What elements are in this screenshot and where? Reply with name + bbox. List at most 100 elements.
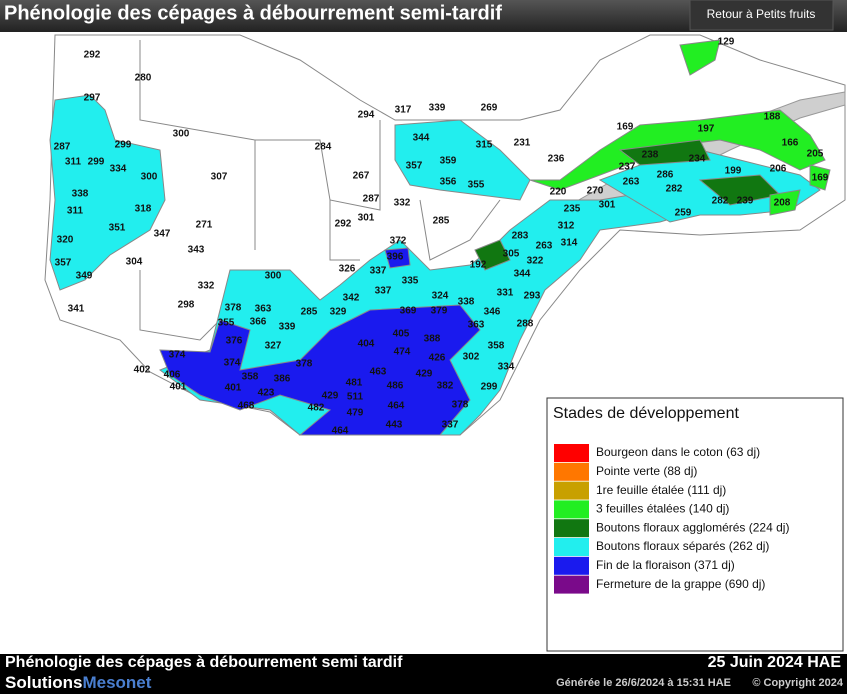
station-value: 405 — [393, 329, 410, 340]
legend-swatch — [554, 538, 589, 556]
station-value: 312 — [558, 221, 575, 232]
station-value: 314 — [561, 238, 578, 249]
station-value: 378 — [225, 303, 242, 314]
station-value: 378 — [296, 359, 313, 370]
station-value: 339 — [279, 322, 296, 333]
station-value: 267 — [353, 171, 370, 182]
station-value: 235 — [564, 204, 581, 215]
station-value: 339 — [429, 103, 446, 114]
station-value: 208 — [774, 198, 791, 209]
station-value: 379 — [431, 306, 448, 317]
legend-swatch — [554, 519, 589, 538]
legend-label: Fermeture de la grappe (690 dj) — [596, 577, 765, 591]
station-value: 239 — [737, 196, 754, 207]
station-value: 355 — [468, 180, 485, 191]
station-value: 338 — [72, 189, 89, 200]
station-value: 357 — [406, 161, 423, 172]
legend-label: Fin de la floraison (371 dj) — [596, 558, 735, 572]
station-value: 464 — [332, 426, 349, 437]
legend-label: Boutons floraux agglomérés (224 dj) — [596, 520, 789, 534]
station-value: 269 — [481, 103, 498, 114]
page-title: Phénologie des cépages à débourrement se… — [4, 2, 502, 24]
station-value: 331 — [497, 288, 514, 299]
station-value: 311 — [65, 157, 82, 168]
legend-title: Stades de développement — [553, 405, 739, 422]
station-value: 298 — [178, 300, 195, 311]
station-value: 482 — [308, 403, 325, 414]
station-value: 263 — [623, 177, 640, 188]
station-value: 169 — [812, 173, 829, 184]
station-value: 231 — [514, 138, 531, 149]
legend-swatch — [554, 575, 589, 594]
station-value: 307 — [211, 172, 228, 183]
station-value: 285 — [433, 216, 450, 227]
station-value: 259 — [675, 208, 692, 219]
station-value: 205 — [807, 149, 824, 160]
station-value: 294 — [358, 110, 375, 121]
station-value: 285 — [301, 307, 318, 318]
station-value: 287 — [363, 194, 380, 205]
station-value: 322 — [527, 256, 544, 267]
legend-items: Bourgeon dans le coton (63 dj) Pointe ver… — [554, 444, 789, 594]
station-value: 166 — [782, 138, 799, 149]
station-value: 236 — [548, 154, 565, 165]
station-value: 282 — [666, 184, 683, 195]
station-value: 206 — [770, 164, 787, 175]
station-value: 335 — [402, 276, 419, 287]
station-value: 334 — [110, 164, 127, 175]
station-value: 332 — [198, 281, 215, 292]
station-value: 401 — [225, 383, 242, 394]
station-value: 337 — [442, 420, 459, 431]
station-value: 263 — [536, 241, 553, 252]
back-button[interactable]: Retour à Petits fruits — [689, 0, 834, 31]
station-value: 344 — [514, 269, 531, 280]
station-value: 326 — [339, 264, 356, 275]
station-value: 358 — [242, 372, 259, 383]
button-label[interactable]: Retour à Petits fruits — [707, 7, 816, 21]
copyright: © Copyright 2024 — [752, 677, 844, 689]
station-value: 337 — [375, 286, 392, 297]
station-value: 338 — [458, 297, 475, 308]
station-value: 357 — [55, 258, 72, 269]
button-bg[interactable] — [689, 0, 834, 31]
station-value: 324 — [432, 291, 449, 302]
station-value: 302 — [463, 352, 480, 363]
station-value: 429 — [322, 391, 339, 402]
legend-swatch — [554, 444, 589, 462]
station-value: 197 — [698, 124, 715, 135]
station-value: 355 — [218, 318, 235, 329]
station-value: 305 — [503, 249, 520, 260]
station-value: 238 — [642, 150, 659, 161]
station-value: 351 — [109, 223, 126, 234]
station-value: 388 — [424, 334, 441, 345]
station-value: 363 — [255, 304, 272, 315]
brand-b: Mesonet — [82, 673, 151, 692]
station-value: 356 — [440, 177, 457, 188]
station-value: 280 — [135, 73, 152, 84]
station-value: 304 — [126, 257, 143, 268]
station-value: 292 — [335, 219, 352, 230]
station-value: 372 — [390, 236, 407, 247]
legend-swatch — [554, 500, 589, 519]
station-value: 358 — [488, 341, 505, 352]
station-value: 297 — [84, 93, 101, 104]
station-value: 271 — [196, 220, 213, 231]
station-value: 292 — [84, 50, 101, 61]
station-value: 287 — [54, 142, 71, 153]
station-value: 337 — [370, 266, 387, 277]
station-value: 342 — [343, 293, 360, 304]
legend-label: Bourgeon dans le coton (63 dj) — [596, 445, 760, 459]
station-value: 301 — [599, 200, 616, 211]
footer-title: Phénologie des cépages à débourrement se… — [5, 654, 403, 671]
brand-a: Solutions — [5, 673, 82, 692]
station-value: 366 — [250, 317, 267, 328]
station-value: 288 — [517, 319, 534, 330]
generated: Générée le 26/6/2024 à 15:31 HAE — [556, 677, 731, 689]
station-value: 293 — [524, 291, 541, 302]
station-value: 270 — [587, 186, 604, 197]
station-value: 429 — [416, 369, 433, 380]
station-value: 332 — [394, 198, 411, 209]
station-value: 334 — [498, 362, 515, 373]
legend: Stades de développement Bourgeon dans le… — [546, 397, 844, 652]
